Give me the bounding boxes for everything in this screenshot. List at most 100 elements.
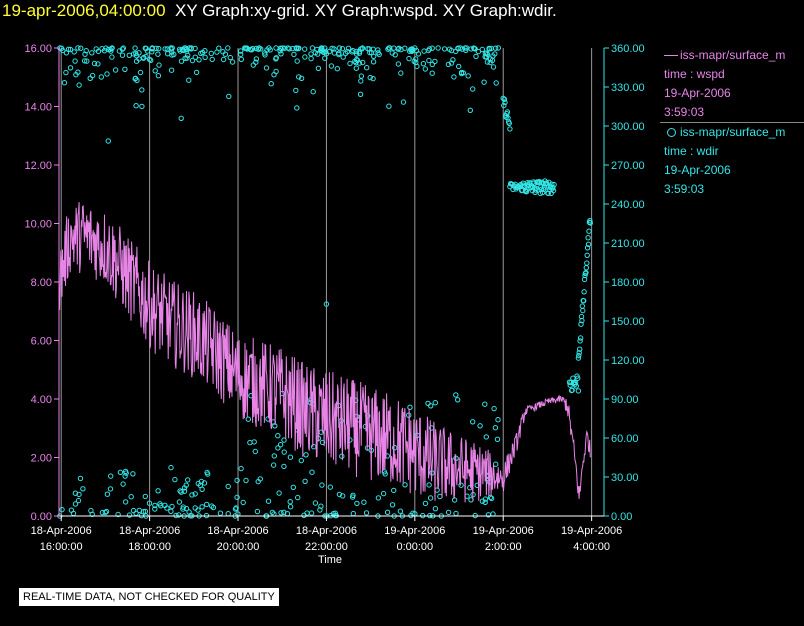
x-tick-time: 4:00:00: [573, 541, 610, 553]
wdir-point: [506, 120, 512, 127]
wdir-point: [126, 512, 133, 518]
x-axis-label: Time: [318, 554, 343, 566]
wdir-point: [227, 54, 234, 61]
wdir-point: [122, 468, 129, 475]
wdir-point: [225, 45, 231, 51]
wdir-point: [201, 480, 208, 486]
wdir-point: [109, 54, 115, 60]
wdir-point: [380, 490, 387, 497]
wdir-point: [202, 54, 208, 60]
wdir-point: [240, 499, 246, 506]
wdir-point: [128, 494, 134, 500]
wdir-point: [350, 510, 356, 517]
wdir-point: [477, 423, 483, 429]
wdir-point: [398, 70, 404, 76]
legend-wspd: iss-mapr/surface_m time : wspd 19-Apr-20…: [660, 46, 804, 122]
wdir-point: [84, 58, 90, 64]
wdir-point: [437, 493, 443, 500]
wdir-point: [59, 506, 65, 513]
wdir-point: [587, 218, 593, 224]
legend-wdir-time: 3:59:03: [664, 182, 705, 196]
wdir-point: [402, 482, 408, 488]
wdir-point: [543, 180, 549, 187]
wdir-point: [287, 499, 293, 505]
wdir-point: [507, 126, 513, 132]
right-tick-label: 0.00: [611, 511, 632, 523]
wdir-point: [453, 510, 459, 517]
right-tick-label: 150.00: [611, 316, 645, 328]
wdir-point: [265, 498, 272, 504]
left-tick-label: 4.00: [31, 394, 52, 406]
wdir-point: [294, 105, 300, 111]
wdir-point: [576, 350, 582, 356]
wdir-point: [569, 387, 575, 393]
wdir-point: [189, 492, 195, 498]
wdir-point: [492, 51, 498, 57]
wspd-line: [58, 202, 591, 503]
wdir-point: [581, 289, 587, 295]
wdir-point: [270, 462, 277, 468]
wdir-point: [432, 400, 438, 406]
wdir-point: [60, 47, 66, 54]
wdir-point: [88, 507, 94, 514]
wdir-point: [575, 388, 582, 394]
wdir-point: [142, 493, 149, 500]
right-tick-label: 60.00: [611, 433, 639, 445]
wdir-point: [475, 48, 482, 55]
wdir-point: [583, 270, 589, 276]
wdir-point: [137, 69, 144, 76]
wdir-point: [287, 454, 294, 460]
wdir-point: [132, 45, 138, 51]
wdir-point: [406, 55, 412, 62]
wdir-point: [451, 74, 457, 80]
wdir-point: [298, 75, 305, 82]
left-tick-label: 0.00: [31, 511, 52, 523]
wdir-point: [347, 60, 353, 67]
wdir-point: [445, 61, 452, 68]
wdir-point: [146, 56, 153, 63]
wdir-point: [370, 59, 377, 65]
wdir-point: [164, 46, 171, 52]
wdir-point: [83, 48, 89, 54]
wdir-point: [89, 50, 95, 56]
wdir-point: [584, 245, 591, 251]
wdir-point: [310, 89, 316, 95]
wdir-point: [465, 73, 471, 79]
wdir-point: [139, 103, 145, 110]
wdir-point: [238, 465, 244, 472]
wdir-point: [98, 74, 105, 80]
wdir-point: [550, 187, 557, 194]
wdir-point: [140, 509, 147, 515]
wdir-point: [407, 404, 413, 410]
title-bar: 19-apr-2006,04:00:00 XY Graph:xy-grid. X…: [0, 0, 804, 24]
wdir-point: [585, 235, 591, 241]
wdir-point: [395, 61, 402, 67]
wdir-point: [376, 51, 382, 58]
wdir-point: [253, 45, 259, 52]
wdir-point: [470, 419, 476, 425]
wdir-point: [248, 47, 255, 53]
wdir-point: [275, 445, 281, 451]
right-tick-label: 210.00: [611, 238, 645, 250]
wdir-point: [117, 469, 124, 475]
wdir-point: [382, 471, 388, 477]
left-tick-label: 10.00: [24, 219, 52, 231]
wdir-point: [290, 484, 296, 490]
wdir-point: [435, 45, 441, 51]
wdir-point: [269, 509, 276, 516]
wdir-point: [370, 75, 376, 82]
wdir-point: [63, 69, 69, 76]
wdir-point: [397, 508, 404, 514]
wdir-point: [208, 50, 215, 57]
wdir-point: [245, 416, 252, 422]
wdir-point: [112, 67, 119, 73]
wdir-point: [470, 86, 476, 92]
wdir-point: [361, 499, 367, 505]
wdir-point: [458, 70, 465, 77]
wdir-point: [573, 383, 579, 389]
wdir-point: [467, 107, 473, 114]
wdir-point: [295, 494, 301, 501]
wdir-point: [104, 71, 110, 77]
right-tick-label: 330.00: [611, 82, 645, 94]
wdir-point: [359, 45, 366, 51]
